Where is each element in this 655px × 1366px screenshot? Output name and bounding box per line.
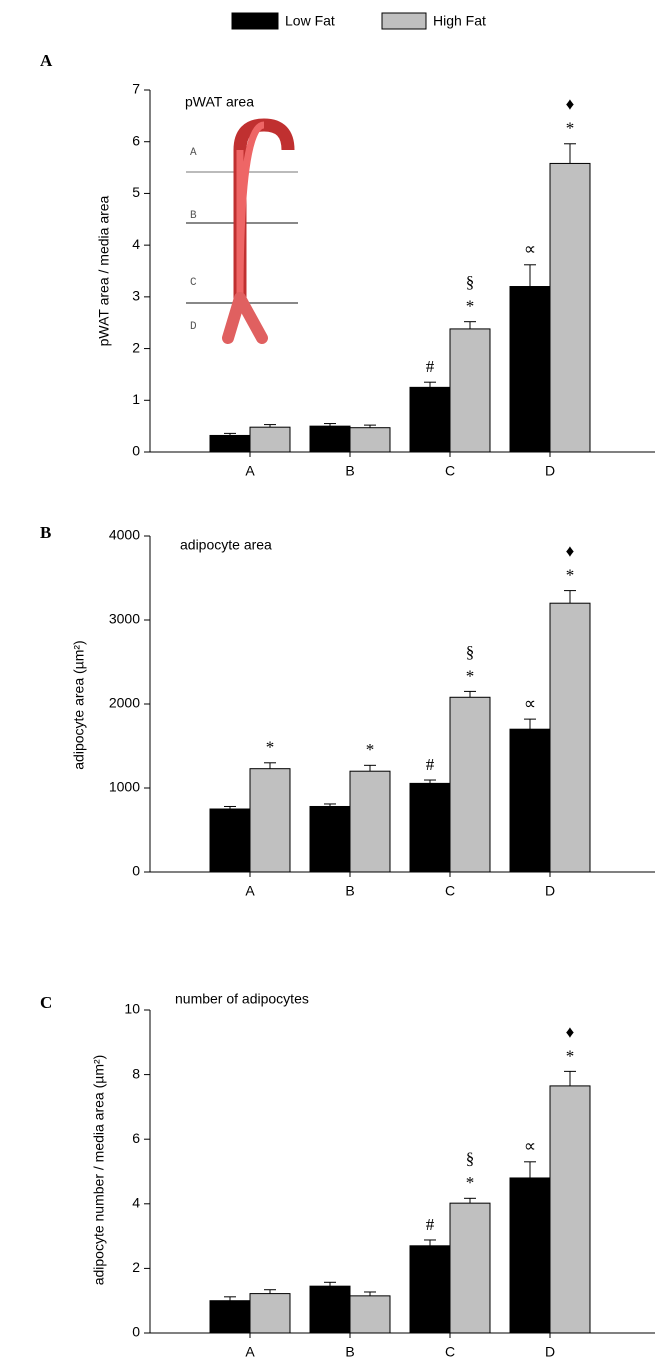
y-axis-label: adipocyte number / media area (µm²) xyxy=(91,1055,107,1286)
legend-swatch xyxy=(381,12,427,30)
significance-mark: * xyxy=(466,1173,475,1192)
x-tick-label: D xyxy=(545,1344,555,1360)
significance-mark: ∝ xyxy=(524,694,536,713)
legend-label: Low Fat xyxy=(285,13,335,29)
y-tick-label: 6 xyxy=(132,1130,140,1146)
panel-title: adipocyte area xyxy=(180,537,272,553)
significance-mark: * xyxy=(566,566,575,585)
x-tick-label: B xyxy=(345,883,354,899)
y-tick-label: 8 xyxy=(132,1065,140,1081)
y-tick-label: 2000 xyxy=(109,695,140,711)
y-tick-label: 1000 xyxy=(109,779,140,795)
x-tick-label: C xyxy=(445,463,455,479)
bar xyxy=(549,162,591,453)
panel-letter: B xyxy=(40,523,51,542)
inset-label: B xyxy=(190,210,197,222)
significance-mark: ♦ xyxy=(566,1022,575,1041)
y-tick-label: 0 xyxy=(132,1324,140,1340)
bar xyxy=(249,768,291,873)
y-tick-label: 4000 xyxy=(109,527,140,543)
bar xyxy=(309,1285,351,1334)
bar xyxy=(209,1300,251,1334)
inset-label: C xyxy=(190,277,197,289)
bar xyxy=(309,425,351,453)
x-tick-label: A xyxy=(245,1344,255,1360)
bar xyxy=(409,782,451,873)
inset-label: D xyxy=(190,321,197,333)
y-tick-label: 7 xyxy=(132,81,140,97)
y-tick-label: 0 xyxy=(132,443,140,459)
x-tick-label: B xyxy=(345,463,354,479)
x-tick-label: B xyxy=(345,1344,354,1360)
y-axis-label: pWAT area / media area xyxy=(96,195,112,346)
y-tick-label: 1 xyxy=(132,391,140,407)
bar xyxy=(509,728,551,873)
y-tick-label: 6 xyxy=(132,132,140,148)
significance-mark: * xyxy=(466,666,475,685)
y-tick-label: 3 xyxy=(132,288,140,304)
bar xyxy=(449,328,491,453)
bar xyxy=(349,770,391,873)
bar xyxy=(309,805,351,873)
significance-mark: ∝ xyxy=(524,1137,536,1156)
bar xyxy=(349,427,391,453)
panel-title: pWAT area xyxy=(185,94,254,110)
bar xyxy=(249,426,291,453)
x-tick-label: D xyxy=(545,883,555,899)
bar xyxy=(249,1293,291,1334)
bar xyxy=(409,1245,451,1334)
artery-inset: A B C D xyxy=(186,118,298,344)
y-tick-label: 0 xyxy=(132,863,140,879)
x-tick-label: A xyxy=(245,883,255,899)
bar xyxy=(449,1202,491,1334)
y-tick-label: 5 xyxy=(132,184,140,200)
significance-mark: # xyxy=(426,1215,435,1234)
y-tick-label: 4 xyxy=(132,1195,140,1211)
significance-mark: # xyxy=(426,357,435,376)
y-axis-label: adipocyte area (µm²) xyxy=(71,640,87,769)
bar xyxy=(449,696,491,873)
y-tick-label: 3000 xyxy=(109,611,140,627)
x-tick-label: C xyxy=(445,883,455,899)
bar xyxy=(409,386,451,453)
significance-mark: * xyxy=(466,297,475,316)
panel-letter: C xyxy=(40,993,52,1012)
significance-mark: § xyxy=(466,273,475,292)
significance-mark: ♦ xyxy=(566,95,575,114)
legend-swatch xyxy=(231,12,279,30)
x-tick-label: D xyxy=(545,463,555,479)
artery-highlight xyxy=(236,121,265,301)
significance-mark: * xyxy=(266,738,275,757)
bar xyxy=(549,1085,591,1334)
y-tick-label: 2 xyxy=(132,339,140,355)
artery-branch xyxy=(222,292,268,344)
bar xyxy=(509,1177,551,1334)
bar xyxy=(209,808,251,873)
x-tick-label: A xyxy=(245,463,255,479)
significance-mark: # xyxy=(426,755,435,774)
x-tick-label: C xyxy=(445,1344,455,1360)
bar xyxy=(349,1295,391,1334)
significance-mark: ∝ xyxy=(524,240,536,259)
panel-letter: A xyxy=(40,51,53,70)
significance-mark: * xyxy=(566,119,575,138)
significance-mark: § xyxy=(466,642,475,661)
bar xyxy=(549,602,591,873)
y-tick-label: 2 xyxy=(132,1259,140,1275)
y-tick-label: 10 xyxy=(124,1001,140,1017)
panel-title: number of adipocytes xyxy=(175,991,309,1007)
significance-mark: § xyxy=(466,1149,475,1168)
bar xyxy=(509,286,551,453)
legend-label: High Fat xyxy=(433,13,486,29)
significance-mark: ♦ xyxy=(566,542,575,561)
bar xyxy=(209,434,251,453)
y-tick-label: 4 xyxy=(132,236,140,252)
significance-mark: * xyxy=(366,740,375,759)
inset-label: A xyxy=(190,147,197,159)
significance-mark: * xyxy=(566,1046,575,1065)
